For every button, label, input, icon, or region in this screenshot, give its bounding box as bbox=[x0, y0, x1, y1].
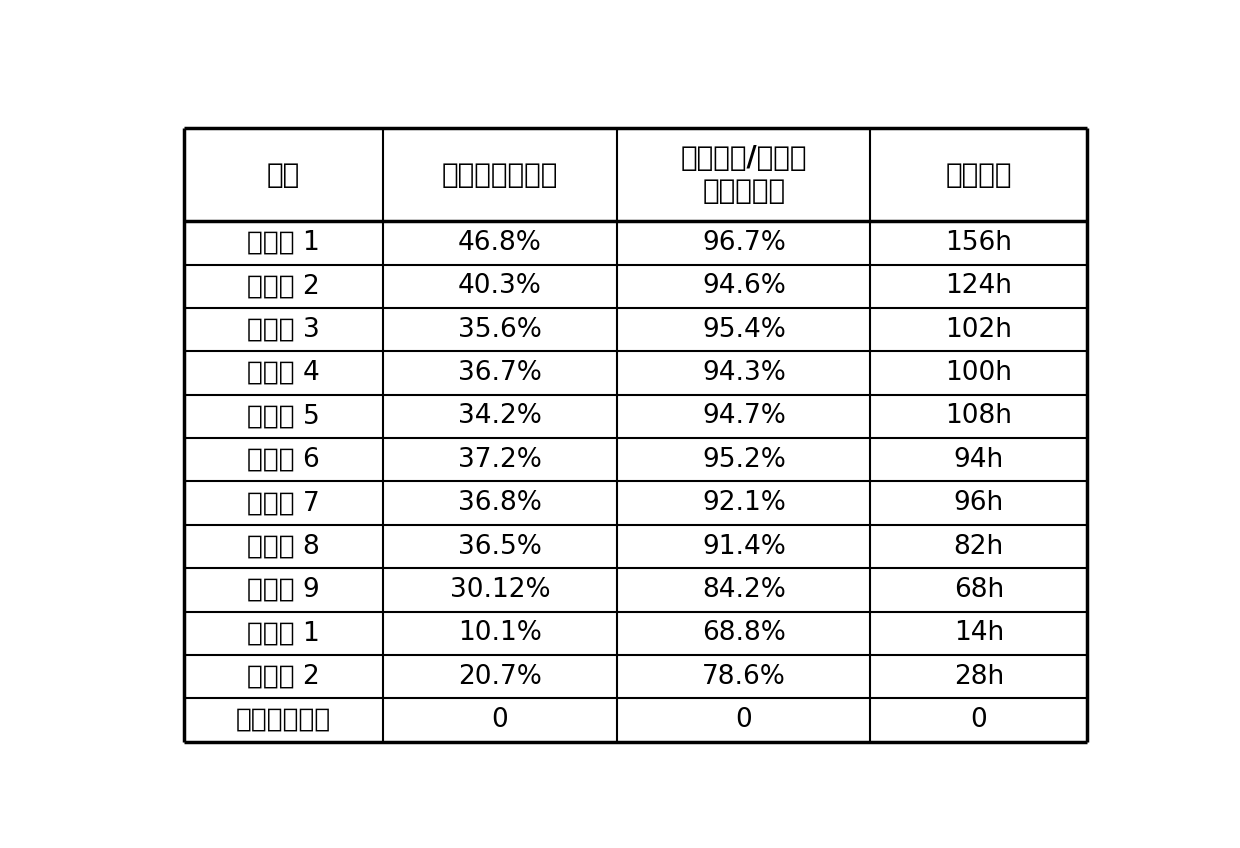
Text: 实施例 6: 实施例 6 bbox=[247, 447, 320, 473]
Text: 94.3%: 94.3% bbox=[702, 360, 786, 386]
Text: 96h: 96h bbox=[954, 490, 1004, 516]
Text: 实施例 4: 实施例 4 bbox=[247, 360, 320, 386]
Text: 28h: 28h bbox=[954, 664, 1004, 689]
Text: 样品: 样品 bbox=[267, 160, 300, 188]
Text: 30.12%: 30.12% bbox=[450, 577, 551, 603]
Text: 寿命时间: 寿命时间 bbox=[946, 160, 1012, 188]
Text: 不加入催化剂: 不加入催化剂 bbox=[236, 707, 331, 733]
Text: 14h: 14h bbox=[954, 620, 1004, 646]
Text: 实施例 8: 实施例 8 bbox=[247, 533, 320, 560]
Text: 实施例 1: 实施例 1 bbox=[247, 230, 320, 256]
Text: 36.8%: 36.8% bbox=[458, 490, 542, 516]
Text: 84.2%: 84.2% bbox=[702, 577, 786, 603]
Text: 92.1%: 92.1% bbox=[702, 490, 786, 516]
Text: 实施例 7: 实施例 7 bbox=[247, 490, 320, 516]
Text: 94.7%: 94.7% bbox=[702, 404, 786, 429]
Text: 94.6%: 94.6% bbox=[702, 273, 786, 299]
Text: 20.7%: 20.7% bbox=[458, 664, 542, 689]
Text: 96.7%: 96.7% bbox=[702, 230, 786, 256]
Text: 102h: 102h bbox=[945, 316, 1012, 343]
Text: 34.2%: 34.2% bbox=[458, 404, 542, 429]
Text: 10.1%: 10.1% bbox=[458, 620, 542, 646]
Text: 95.4%: 95.4% bbox=[702, 316, 786, 343]
Text: 78.6%: 78.6% bbox=[702, 664, 786, 689]
Text: 124h: 124h bbox=[945, 273, 1012, 299]
Text: 36.5%: 36.5% bbox=[458, 533, 542, 560]
Text: 36.7%: 36.7% bbox=[458, 360, 542, 386]
Text: 三氟甲烷转化率: 三氟甲烷转化率 bbox=[441, 160, 558, 188]
Text: 94h: 94h bbox=[954, 447, 1004, 473]
Text: 108h: 108h bbox=[945, 404, 1012, 429]
Text: 0: 0 bbox=[971, 707, 987, 733]
Text: 91.4%: 91.4% bbox=[702, 533, 786, 560]
Text: 实施例 5: 实施例 5 bbox=[247, 404, 320, 429]
Text: 对比例 2: 对比例 2 bbox=[247, 664, 320, 689]
Text: 68h: 68h bbox=[954, 577, 1004, 603]
Text: 0: 0 bbox=[735, 707, 753, 733]
Text: 35.6%: 35.6% bbox=[458, 316, 542, 343]
Text: 156h: 156h bbox=[945, 230, 1012, 256]
Text: 实施例 3: 实施例 3 bbox=[247, 316, 320, 343]
Text: 68.8%: 68.8% bbox=[702, 620, 786, 646]
Text: 对比例 1: 对比例 1 bbox=[247, 620, 320, 646]
Text: 0: 0 bbox=[491, 707, 508, 733]
Text: 四氟乙烯/六氟丙
烯总选择性: 四氟乙烯/六氟丙 烯总选择性 bbox=[681, 144, 807, 204]
Text: 实施例 2: 实施例 2 bbox=[247, 273, 320, 299]
Text: 100h: 100h bbox=[945, 360, 1012, 386]
Text: 37.2%: 37.2% bbox=[458, 447, 542, 473]
Text: 95.2%: 95.2% bbox=[702, 447, 786, 473]
Text: 82h: 82h bbox=[954, 533, 1004, 560]
Text: 40.3%: 40.3% bbox=[458, 273, 542, 299]
Text: 46.8%: 46.8% bbox=[458, 230, 542, 256]
Text: 实施例 9: 实施例 9 bbox=[247, 577, 320, 603]
